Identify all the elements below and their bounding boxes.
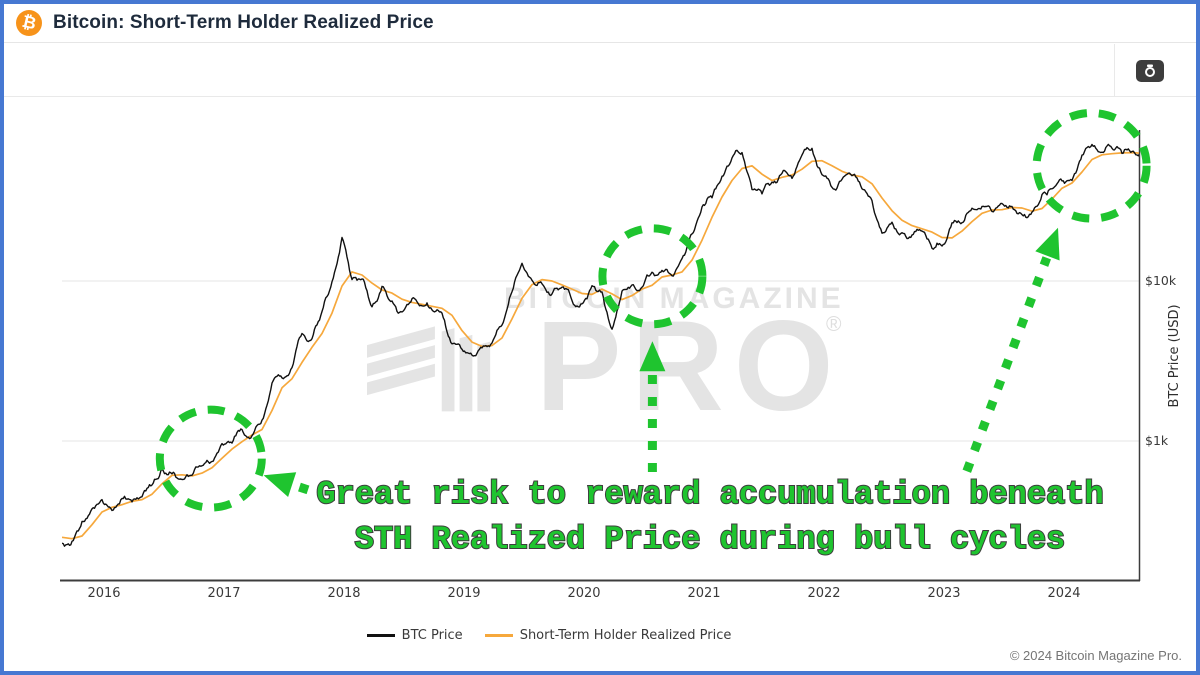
- bitcoin-symbol: ₿: [20, 11, 39, 34]
- page-title: Bitcoin: Short-Term Holder Realized Pric…: [53, 12, 434, 33]
- camera-icon: [1145, 64, 1155, 77]
- legend-item-sth-realized-price: Short-Term Holder Realized Price: [484, 628, 732, 643]
- watermark-bars-logo: [367, 326, 491, 412]
- watermark-text-main: PRO: [536, 295, 844, 438]
- bitcoin-logo-icon: ₿: [16, 10, 42, 36]
- camera-screenshot-button[interactable]: [1136, 60, 1164, 82]
- sth-realized-price-swatch: [484, 634, 513, 637]
- chart-panel: BITCOIN MAGAZINE PRO ® 2016 2017 2018 2019 2…: [4, 97, 1196, 671]
- legend-label: Short-Term Holder Realized Price: [519, 628, 732, 643]
- header: ₿ Bitcoin: Short-Term Holder Realized Pr…: [4, 4, 1196, 43]
- toolbar: [4, 44, 1196, 97]
- toolbar-divider: [1114, 44, 1115, 96]
- copyright-text: © 2024 Bitcoin Magazine Pro.: [1009, 648, 1182, 663]
- btc-price-swatch: [366, 634, 395, 637]
- legend-item-btc-price: BTC Price: [366, 628, 463, 643]
- legend-label: BTC Price: [401, 628, 463, 643]
- watermark: BITCOIN MAGAZINE PRO ®: [4, 97, 1196, 671]
- chart-legend: BTC Price Short-Term Holder Realized Pri…: [4, 628, 1094, 643]
- registered-trademark-icon: ®: [826, 313, 842, 336]
